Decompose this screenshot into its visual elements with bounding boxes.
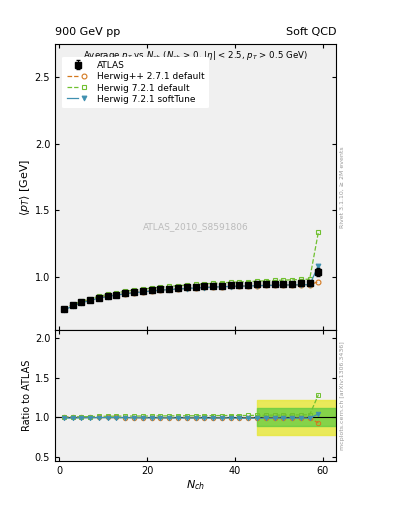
- Text: 900 GeV pp: 900 GeV pp: [55, 27, 120, 37]
- X-axis label: $N_{ch}$: $N_{ch}$: [186, 478, 205, 492]
- Text: mcplots.cern.ch [arXiv:1306.3436]: mcplots.cern.ch [arXiv:1306.3436]: [340, 341, 345, 450]
- Legend: ATLAS, Herwig++ 2.7.1 default, Herwig 7.2.1 default, Herwig 7.2.1 softTune: ATLAS, Herwig++ 2.7.1 default, Herwig 7.…: [62, 57, 209, 109]
- Text: Average $p_T$ vs $N_{ch}$ ($N_{ch}$ > 0, |$\eta$| < 2.5, $p_T$ > 0.5 GeV): Average $p_T$ vs $N_{ch}$ ($N_{ch}$ > 0,…: [83, 49, 308, 62]
- Text: Rivet 3.1.10, ≥ 2M events: Rivet 3.1.10, ≥ 2M events: [340, 146, 345, 228]
- Y-axis label: Ratio to ATLAS: Ratio to ATLAS: [22, 360, 32, 431]
- Text: Soft QCD: Soft QCD: [286, 27, 336, 37]
- Y-axis label: $\langle p_T \rangle$ [GeV]: $\langle p_T \rangle$ [GeV]: [18, 158, 32, 216]
- Text: ATLAS_2010_S8591806: ATLAS_2010_S8591806: [143, 223, 248, 231]
